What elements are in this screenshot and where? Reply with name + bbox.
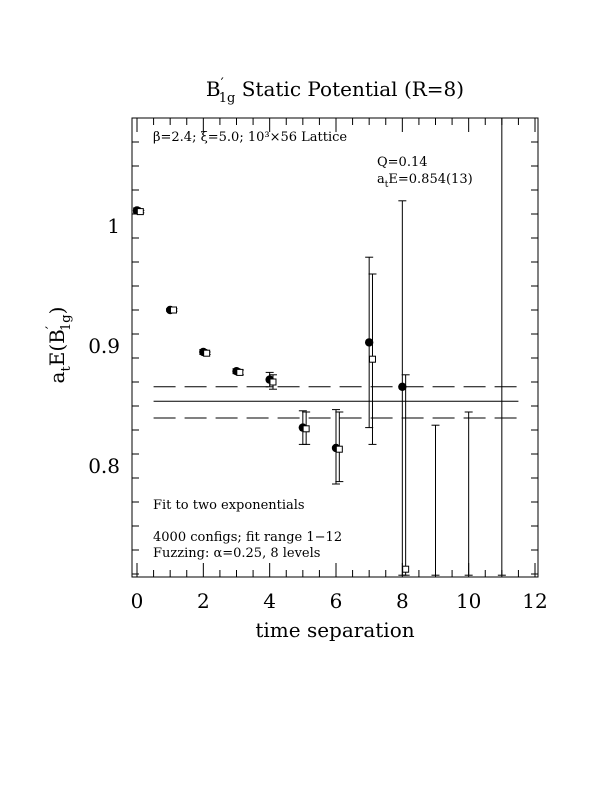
data-point (136, 208, 144, 216)
chart-title: B′ 1g Static Potential (R=8) (206, 76, 464, 106)
data-point (402, 565, 410, 573)
lattice-annotation: β=2.4; ξ=5.0; 10³×56 Lattice (153, 130, 347, 145)
energy-annotation: atE=0.854(13) (377, 172, 473, 190)
series-open-squares (136, 208, 410, 576)
q-annotation: Q=0.14 (377, 155, 428, 170)
x-tick-label: 2 (197, 589, 210, 613)
fit-fuzzing: Fuzzing: α=0.25, 8 levels (153, 546, 320, 561)
data-point (203, 349, 211, 357)
x-tick-label: 4 (263, 589, 276, 613)
fit-description: Fit to two exponentials (153, 498, 305, 513)
y-tick-label: 0.8 (88, 454, 120, 478)
y-tick-label: 1 (107, 214, 120, 238)
x-tick-label: 8 (396, 589, 409, 613)
plot-frame (131, 117, 539, 578)
y-axis-label: atE(B′1g) (44, 307, 74, 384)
x-tick-label: 12 (522, 589, 547, 613)
x-tick-label: 0 (131, 589, 144, 613)
data-point (236, 368, 244, 376)
x-axis-ticks: 0 2 4 6 8 10 12 (131, 118, 548, 613)
x-axis-label: time separation (255, 618, 414, 642)
x-tick-label: 6 (330, 589, 343, 613)
fit-band (153, 386, 519, 419)
y-tick-label: 0.9 (88, 334, 120, 358)
data-point (335, 445, 343, 453)
data-point (398, 382, 407, 391)
data-point (169, 306, 177, 314)
data-point (364, 338, 374, 347)
data-point (368, 355, 376, 363)
x-tick-label: 10 (456, 589, 481, 613)
data-point (269, 378, 277, 386)
data-series (132, 118, 506, 576)
fit-configs: 4000 configs; fit range 1−12 (153, 530, 342, 545)
y-axis-ticks: 0.8 0.9 1 (88, 117, 538, 575)
data-point (302, 425, 310, 433)
